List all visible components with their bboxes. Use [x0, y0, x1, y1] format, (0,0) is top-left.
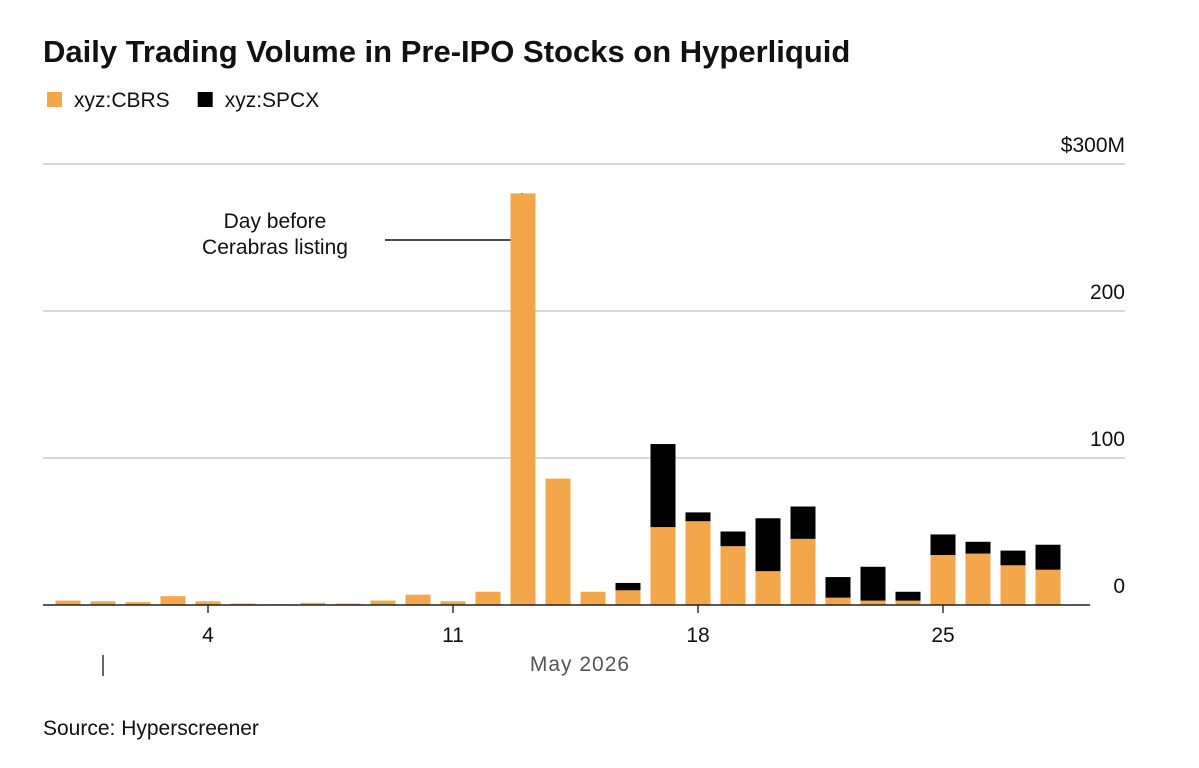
bar	[755, 571, 781, 605]
bar	[440, 601, 466, 605]
y-tick-label: 200	[1090, 281, 1125, 304]
bar	[825, 577, 851, 598]
legend-swatch	[197, 92, 213, 107]
source: Source: Hyperscreener	[43, 717, 259, 740]
bar	[930, 555, 956, 605]
bar	[895, 600, 921, 605]
bar	[195, 601, 221, 605]
bar	[860, 566, 886, 601]
bar	[755, 518, 781, 572]
bar	[55, 600, 81, 605]
bar	[895, 591, 921, 601]
x-axis-label: May 2026	[530, 653, 630, 676]
bar	[1000, 565, 1026, 605]
y-tick-label: $300M	[1061, 134, 1125, 157]
bar	[580, 591, 606, 605]
bar	[615, 590, 641, 605]
bar	[965, 553, 991, 605]
chart-title: Daily Trading Volume in Pre-IPO Stocks o…	[43, 34, 850, 69]
bar	[1035, 544, 1061, 570]
bar	[615, 582, 641, 591]
x-tick-label: 11	[442, 624, 464, 647]
bar	[720, 531, 746, 547]
y-tick-label: 100	[1090, 428, 1125, 451]
bar	[300, 602, 326, 605]
x-tick-label: 25	[931, 624, 954, 647]
legend-label: xyz:CBRS	[74, 89, 170, 112]
bar	[90, 601, 116, 605]
legend-label: xyz:SPCX	[225, 89, 320, 112]
bar	[685, 512, 711, 522]
bar	[790, 538, 816, 605]
annotation: Day before	[224, 210, 327, 233]
bar	[930, 534, 956, 556]
bar	[790, 506, 816, 539]
bar	[545, 478, 571, 605]
y-tick-label: 0	[1113, 575, 1125, 598]
bar	[860, 600, 886, 605]
bar	[160, 596, 186, 605]
bar	[125, 602, 151, 605]
bar	[1035, 569, 1061, 605]
annotation-leader	[385, 193, 523, 241]
bar	[475, 591, 501, 605]
legend-swatch	[47, 92, 62, 107]
bar	[510, 193, 536, 605]
x-tick-label: 18	[686, 624, 709, 647]
bar	[370, 600, 396, 605]
x-tick-label: 4	[202, 624, 214, 647]
bar	[1000, 550, 1026, 566]
bar	[685, 521, 711, 605]
bar	[650, 444, 676, 528]
annotation: Cerabras listing	[202, 236, 348, 259]
bar	[965, 541, 991, 554]
bar	[405, 594, 431, 605]
bar	[825, 597, 851, 605]
bar	[720, 546, 746, 605]
bar	[650, 527, 676, 605]
